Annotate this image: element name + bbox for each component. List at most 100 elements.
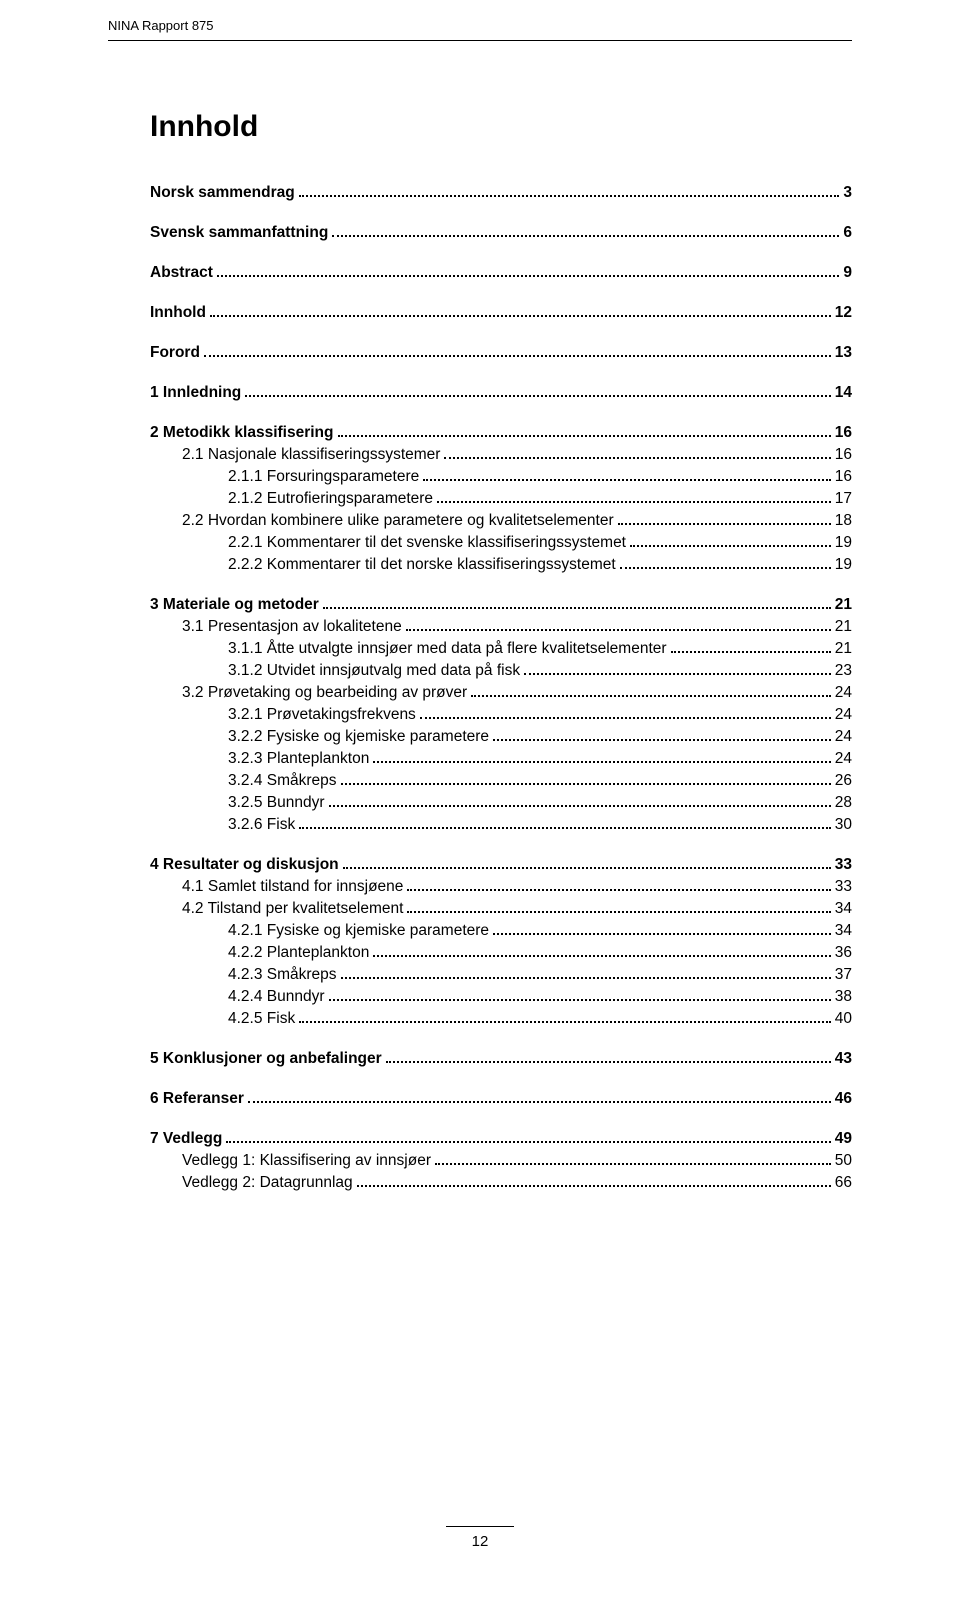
toc-entry-label: 1 Innledning [150, 382, 241, 404]
toc-leader [437, 491, 831, 503]
toc-entry: Vedlegg 1: Klassifisering av innsjøer50 [150, 1150, 852, 1172]
toc-entry-label: 3.2.1 Prøvetakingsfrekvens [228, 704, 416, 726]
toc-entry-label: Forord [150, 342, 200, 364]
toc-entry-label: 6 Referanser [150, 1088, 244, 1110]
toc-entry-label: 4.2.3 Småkreps [228, 964, 337, 986]
toc-entry-label: 4.2 Tilstand per kvalitetselement [182, 898, 403, 920]
toc-leader [299, 185, 840, 197]
toc-entry-label: 3.2.3 Planteplankton [228, 748, 369, 770]
toc-entry: 3.1 Presentasjon av lokalitetene21 [150, 616, 852, 638]
toc-entry-page: 16 [835, 466, 852, 488]
toc-entry: 4.1 Samlet tilstand for innsjøene33 [150, 876, 852, 898]
toc-leader [329, 989, 831, 1001]
toc-entry: Innhold 12 [150, 302, 852, 324]
toc-entry: 3.2.4 Småkreps26 [150, 770, 852, 792]
toc-entry: Svensk sammanfattning6 [150, 222, 852, 244]
toc-entry-page: 12 [835, 302, 852, 324]
toc-entry: 7 Vedlegg 49 [150, 1128, 852, 1150]
toc-entry: 2.1.1 Forsuringsparametere 16 [150, 466, 852, 488]
toc-block: 7 Vedlegg 49Vedlegg 1: Klassifisering av … [150, 1128, 852, 1194]
toc-entry-page: 19 [835, 554, 852, 576]
toc-block: Norsk sammendrag3 [150, 182, 852, 204]
toc-entry-page: 9 [843, 262, 852, 284]
toc-entry-label: 3.2.2 Fysiske og kjemiske parametere [228, 726, 489, 748]
toc-entry-label: 4 Resultater og diskusjon [150, 854, 339, 876]
toc-entry: 6 Referanser 46 [150, 1088, 852, 1110]
toc-leader [407, 879, 830, 891]
toc-entry-page: 24 [835, 704, 852, 726]
toc-entry: 3.2.5 Bunndyr28 [150, 792, 852, 814]
toc-entry: 4.2.4 Bunndyr38 [150, 986, 852, 1008]
toc-entry: 3.1.1 Åtte utvalgte innsjøer med data på… [150, 638, 852, 660]
toc-entry-page: 33 [835, 854, 852, 876]
toc-leader [386, 1051, 831, 1063]
toc-entry-page: 26 [835, 770, 852, 792]
header-rule [108, 40, 852, 41]
toc-block: 2 Metodikk klassifisering162.1 Nasjonale… [150, 422, 852, 576]
toc-block: Innhold 12 [150, 302, 852, 324]
toc-entry: 2 Metodikk klassifisering16 [150, 422, 852, 444]
toc-entry-page: 34 [835, 920, 852, 942]
toc-entry-page: 36 [835, 942, 852, 964]
footer-rule [446, 1526, 514, 1527]
toc-entry-label: Innhold [150, 302, 206, 324]
toc-block: Abstract 9 [150, 262, 852, 284]
toc-entry: 3 Materiale og metoder21 [150, 594, 852, 616]
toc-entry-page: 43 [835, 1048, 852, 1070]
toc-entry: 4.2.5 Fisk40 [150, 1008, 852, 1030]
toc-entry-label: 2.2.1 Kommentarer til det svenske klassi… [228, 532, 626, 554]
toc-entry-page: 21 [835, 616, 852, 638]
toc-entry-page: 38 [835, 986, 852, 1008]
toc-entry: 5 Konklusjoner og anbefalinger43 [150, 1048, 852, 1070]
toc-leader [341, 773, 831, 785]
toc-entry: 2.1 Nasjonale klassifiseringssystemer16 [150, 444, 852, 466]
toc-entry: 3.2.1 Prøvetakingsfrekvens 24 [150, 704, 852, 726]
toc-entry-page: 23 [835, 660, 852, 682]
toc-entry-page: 19 [835, 532, 852, 554]
toc-entry-label: Norsk sammendrag [150, 182, 295, 204]
toc-leader [343, 857, 831, 869]
toc-leader [245, 385, 830, 397]
toc-entry: 4.2.2 Planteplankton 36 [150, 942, 852, 964]
toc-entry-label: 2.1.1 Forsuringsparametere [228, 466, 419, 488]
toc-leader [471, 685, 831, 697]
toc-leader [493, 729, 831, 741]
toc-entry-label: 4.2.2 Planteplankton [228, 942, 369, 964]
toc-leader [357, 1175, 831, 1187]
toc-entry: 2.2.2 Kommentarer til det norske klassif… [150, 554, 852, 576]
toc-leader [204, 345, 831, 357]
toc-leader [407, 901, 830, 913]
toc-leader [341, 967, 831, 979]
toc-block: 1 Innledning14 [150, 382, 852, 404]
toc-entry: 1 Innledning14 [150, 382, 852, 404]
toc-entry-page: 21 [835, 594, 852, 616]
document-page: NINA Rapport 875 Innhold Norsk sammendra… [0, 0, 960, 1604]
toc-entry-label: Abstract [150, 262, 213, 284]
toc-leader [671, 641, 831, 653]
toc-leader [493, 923, 831, 935]
toc-entry-label: 7 Vedlegg [150, 1128, 222, 1150]
toc-leader [248, 1091, 831, 1103]
page-title: Innhold [150, 110, 852, 144]
toc-leader [620, 557, 831, 569]
toc-entry: 4.2.1 Fysiske og kjemiske parametere 34 [150, 920, 852, 942]
toc-leader [323, 597, 831, 609]
toc-entry-page: 37 [835, 964, 852, 986]
toc-leader [420, 707, 831, 719]
toc-entry: 4 Resultater og diskusjon 33 [150, 854, 852, 876]
toc-entry: 3.2.2 Fysiske og kjemiske parametere24 [150, 726, 852, 748]
toc-entry: 4.2.3 Småkreps 37 [150, 964, 852, 986]
toc-block: 6 Referanser 46 [150, 1088, 852, 1110]
toc-leader [524, 663, 831, 675]
toc-entry-label: Vedlegg 2: Datagrunnlag [182, 1172, 353, 1194]
table-of-contents: Norsk sammendrag3 Svensk sammanfattning6 A… [150, 182, 852, 1194]
toc-entry-label: 2.1.2 Eutrofieringsparametere [228, 488, 433, 510]
toc-block: Forord13 [150, 342, 852, 364]
header-report-label: NINA Rapport 875 [108, 18, 214, 33]
page-footer: 12 [0, 1526, 960, 1550]
toc-entry-label: 4.2.1 Fysiske og kjemiske parametere [228, 920, 489, 942]
toc-entry-page: 46 [835, 1088, 852, 1110]
toc-leader [332, 225, 839, 237]
toc-leader [373, 751, 830, 763]
toc-entry-page: 49 [835, 1128, 852, 1150]
